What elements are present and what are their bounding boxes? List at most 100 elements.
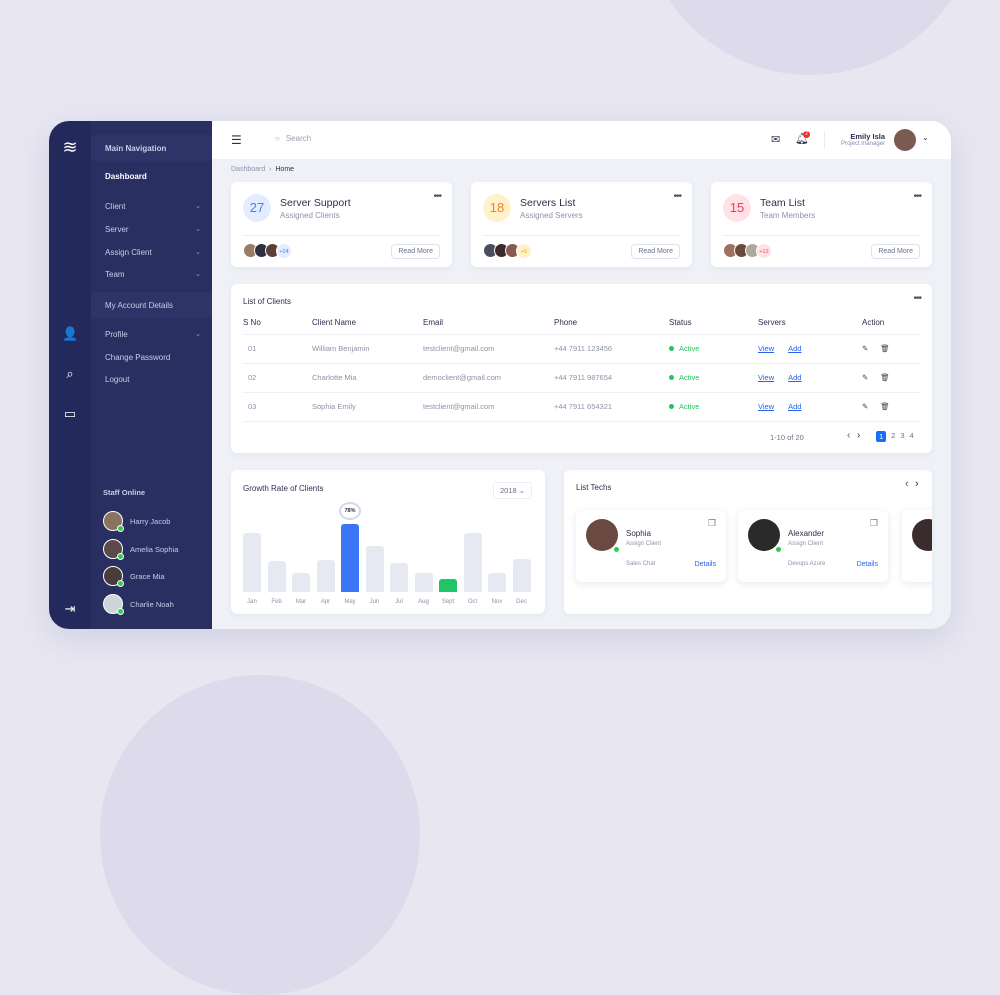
avatar xyxy=(103,511,124,532)
staff-item[interactable]: Charlie Noah xyxy=(103,594,174,615)
search-input[interactable]: ○ Search xyxy=(275,134,311,143)
chat-icon[interactable]: ▭ xyxy=(63,406,77,421)
tech-card[interactable]: Alexander Assign Client ❐ Devops Azure D… xyxy=(738,510,888,582)
bar-dec[interactable] xyxy=(512,558,531,592)
bar-jan[interactable] xyxy=(243,532,261,592)
sidebar-item-dashboard[interactable]: Dashboard xyxy=(105,172,201,181)
next-page-icon[interactable]: › xyxy=(857,430,861,441)
month-label: Apr xyxy=(320,599,331,605)
page-button[interactable]: 2 xyxy=(891,431,896,440)
avatar-group: +24 xyxy=(243,243,292,259)
trash-icon[interactable]: 🗑︎ xyxy=(880,344,890,353)
user-role: Project manager xyxy=(840,141,885,147)
user-info[interactable]: Emily Isla Project manager xyxy=(841,132,885,147)
trash-icon[interactable]: 🗑︎ xyxy=(880,402,890,411)
layers-logo-icon[interactable]: ≋ xyxy=(62,137,78,157)
extra-count: +24 xyxy=(276,243,292,259)
details-link[interactable]: Details xyxy=(856,561,878,568)
page-button[interactable]: 4 xyxy=(909,431,914,440)
bar-mar[interactable] xyxy=(292,572,310,592)
mail-icon[interactable]: ✉ xyxy=(771,134,781,146)
page-button[interactable]: 3 xyxy=(900,431,905,440)
more-icon[interactable]: ••• xyxy=(433,191,441,202)
bar-jun[interactable] xyxy=(365,545,384,592)
chevron-down-icon[interactable]: ⌄ xyxy=(922,133,929,142)
month-label: May xyxy=(344,599,356,605)
chevron-down-icon: ⌄ xyxy=(195,271,201,278)
avatar xyxy=(748,519,782,553)
edit-icon[interactable]: ✎ xyxy=(862,373,869,382)
view-link[interactable]: View xyxy=(758,373,775,382)
staff-name: Harry Jacob xyxy=(130,516,171,526)
year-select[interactable]: 2018 ⌄ xyxy=(493,482,533,499)
prev-page-icon[interactable]: ‹ xyxy=(847,430,851,441)
chat-icon[interactable]: ❐ xyxy=(869,518,878,528)
search-icon: ○ xyxy=(275,134,280,143)
staff-item[interactable]: Amelia Sophia xyxy=(103,539,178,560)
label: Assign Client xyxy=(105,248,152,257)
breadcrumb: Dashboard › Home xyxy=(231,166,295,173)
bar-feb[interactable] xyxy=(267,560,286,592)
sidebar-item-assign-client[interactable]: Assign Client ⌄ xyxy=(105,248,201,257)
clients-table-card: List of Clients ••• S No Client Name Ema… xyxy=(231,284,932,453)
avatar xyxy=(586,519,620,553)
bar-sept[interactable] xyxy=(439,578,457,592)
sidebar-item-team[interactable]: Team ⌄ xyxy=(105,270,201,279)
add-user-icon[interactable]: 👤 xyxy=(62,326,79,341)
trash-icon[interactable]: 🗑︎ xyxy=(880,373,890,382)
add-link[interactable]: Add xyxy=(788,344,802,353)
edit-icon[interactable]: ✎ xyxy=(862,402,869,411)
chat-icon[interactable]: ❐ xyxy=(707,518,716,528)
column-header: Servers xyxy=(758,312,862,335)
tech-tag: Sales Chat xyxy=(626,561,656,567)
read-more-button[interactable]: Read More xyxy=(391,244,440,259)
read-more-button[interactable]: Read More xyxy=(871,244,920,259)
stat-number: 27 xyxy=(243,194,271,222)
more-icon[interactable]: ••• xyxy=(913,191,921,202)
tech-name: Alexander xyxy=(788,529,825,538)
user-avatar[interactable] xyxy=(894,129,916,151)
prev-icon[interactable]: ‹ xyxy=(905,478,909,490)
clients-table: S No Client Name Email Phone Status Serv… xyxy=(243,312,921,422)
more-icon[interactable]: ••• xyxy=(673,191,681,202)
dashboard-window: ≋ 👤 ⌕ ▭ ⇥ Main Navigation Dashboard Clie… xyxy=(49,121,951,629)
tech-card[interactable]: Sophia Assign Client ❐ Sales Chat Detail… xyxy=(576,510,726,582)
sidebar-item-profile[interactable]: Profile ⌄ xyxy=(105,330,201,339)
more-icon[interactable]: ••• xyxy=(913,293,921,304)
sidebar-item-server[interactable]: Server ⌄ xyxy=(105,225,201,234)
add-link[interactable]: Add xyxy=(788,373,802,382)
staff-item[interactable]: Grace Mia xyxy=(103,566,165,587)
search-icon[interactable]: ⌕ xyxy=(66,366,74,381)
bar-may[interactable] xyxy=(341,524,359,592)
edit-icon[interactable]: ✎ xyxy=(862,344,869,353)
breadcrumb-parent[interactable]: Dashboard xyxy=(231,166,266,173)
page-button[interactable]: 1 xyxy=(876,431,887,442)
avatar xyxy=(912,519,932,551)
sidebar-item-logout[interactable]: Logout xyxy=(105,375,201,384)
sno: 01 xyxy=(243,334,312,364)
view-link[interactable]: View xyxy=(758,344,775,353)
email: testclient@gmail.com xyxy=(423,392,554,422)
add-link[interactable]: Add xyxy=(788,402,802,411)
next-icon[interactable]: › xyxy=(915,478,919,490)
bar-nov[interactable] xyxy=(488,572,506,592)
sidebar-item-change-password[interactable]: Change Password xyxy=(105,353,201,362)
tech-role: Assign Client xyxy=(626,541,662,547)
read-more-button[interactable]: Read More xyxy=(631,244,680,259)
menu-icon[interactable]: ☰ xyxy=(231,133,242,147)
column-header: Action xyxy=(862,312,921,335)
logout-icon[interactable]: ⇥ xyxy=(64,601,76,616)
bar-jul[interactable] xyxy=(390,563,408,592)
bell-icon[interactable]: 🔔︎ 2 xyxy=(795,131,810,145)
staff-item[interactable]: Harry Jacob xyxy=(103,511,171,532)
tech-card[interactable] xyxy=(902,510,932,582)
sidebar-item-client[interactable]: Client ⌄ xyxy=(105,202,201,211)
view-link[interactable]: View xyxy=(758,402,775,411)
bar-apr[interactable] xyxy=(316,559,335,592)
bar-aug[interactable] xyxy=(414,572,433,592)
bar-oct[interactable] xyxy=(463,532,482,592)
month-label: Feb xyxy=(271,599,282,605)
top-header: ☰ ○ Search ✉ 🔔︎ 2 Emily Isla Project manage… xyxy=(212,121,951,159)
details-link[interactable]: Details xyxy=(694,561,716,568)
chevron-down-icon: ⌄ xyxy=(195,331,201,338)
